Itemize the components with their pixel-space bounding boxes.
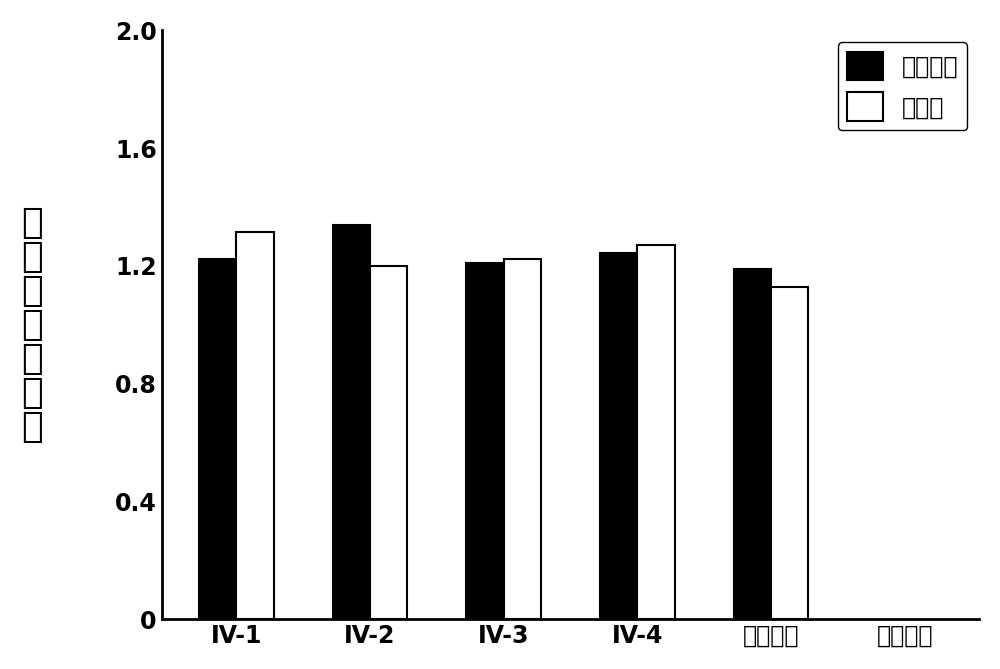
Bar [504, 258, 541, 619]
Bar [199, 258, 236, 619]
Bar [466, 263, 504, 619]
Bar [370, 266, 407, 619]
Bar [236, 232, 274, 619]
Bar [637, 246, 675, 619]
Bar [734, 269, 771, 619]
Y-axis label: 相
对
内
参
表
达
量: 相 对 内 参 表 达 量 [21, 206, 42, 444]
Bar [333, 225, 370, 619]
Legend: 甲胎蛋白, 白蛋白: 甲胎蛋白, 白蛋白 [838, 42, 967, 130]
Bar [771, 286, 808, 619]
Bar [600, 253, 637, 619]
